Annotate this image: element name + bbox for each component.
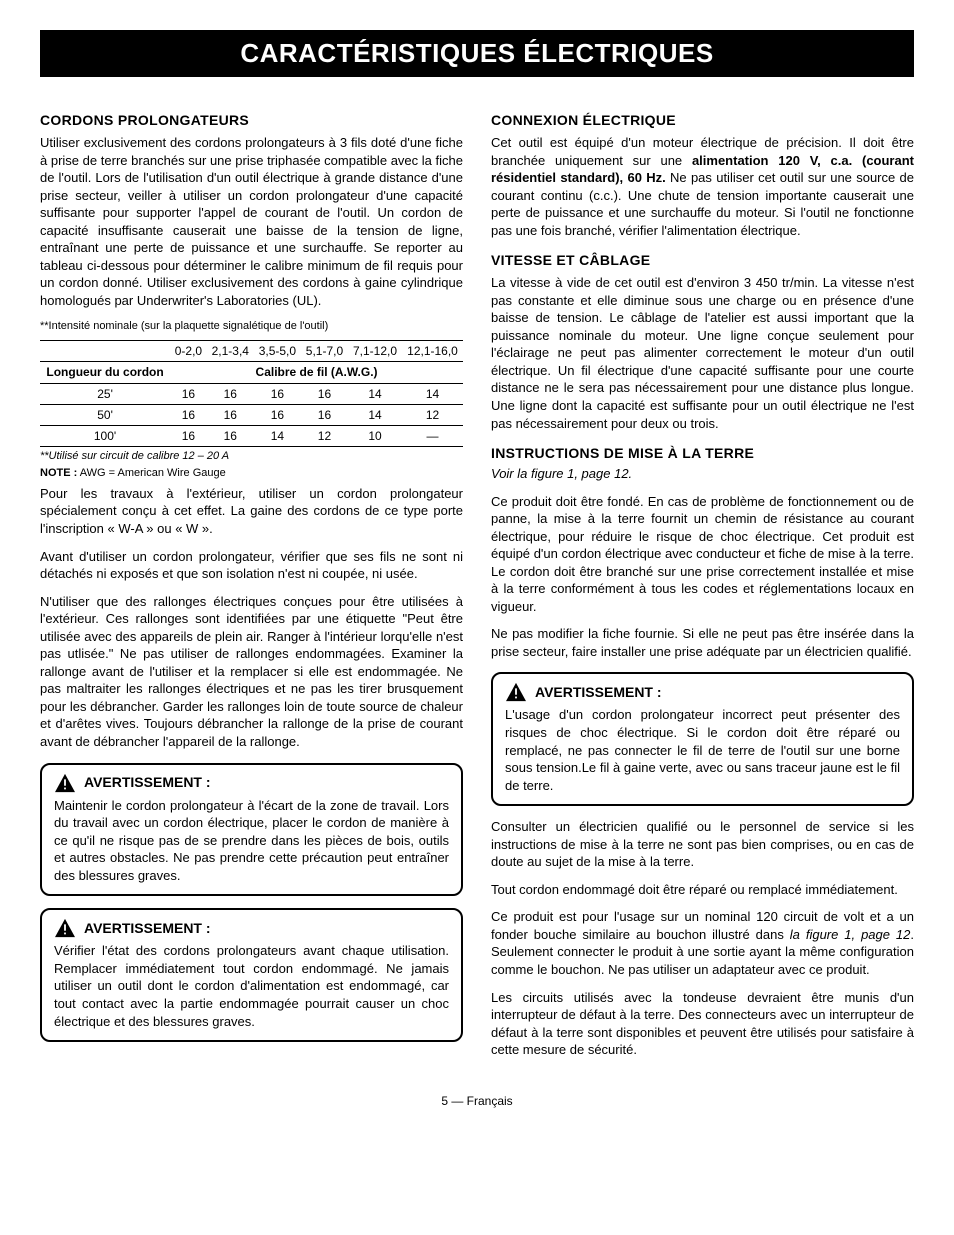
page-footer: 5 — Français	[40, 1093, 914, 1109]
warning-body-3: L'usage d'un cordon prolongateur incorre…	[505, 706, 900, 794]
warning-icon	[505, 682, 527, 702]
heading-grounding: INSTRUCTIONS DE MISE À LA TERRE	[491, 444, 914, 463]
para-cords-inspect: Avant d'utiliser un cordon prolongateur,…	[40, 548, 463, 583]
para-cords-intro: Utiliser exclusivement des cordons prolo…	[40, 134, 463, 309]
range-2: 3,5-5,0	[254, 341, 301, 362]
row-len-1: 50'	[40, 404, 170, 425]
page-title: CARACTÉRISTIQUES ÉLECTRIQUES	[40, 30, 914, 77]
warning-body-1: Maintenir le cordon prolongateur à l'éca…	[54, 797, 449, 885]
range-0: 0-2,0	[170, 341, 207, 362]
heading-speed-wiring: VITESSE ET CÂBLAGE	[491, 251, 914, 270]
para-connection: Cet outil est équipé d'un moteur électri…	[491, 134, 914, 239]
warning-box-2: AVERTISSEMENT : Vérifier l'état des cord…	[40, 908, 463, 1042]
para-ground-6: Les circuits utilisés avec la tondeuse d…	[491, 989, 914, 1059]
heading-extension-cords: CORDONS PROLONGATEURS	[40, 111, 463, 130]
table-caption: **Intensité nominale (sur la plaquette s…	[40, 319, 463, 334]
row-len-2: 100'	[40, 426, 170, 447]
heading-electrical-connection: CONNEXION ÉLECTRIQUE	[491, 111, 914, 130]
wire-gauge-table: 0-2,0 2,1-3,4 3,5-5,0 5,1-7,0 7,1-12,0 1…	[40, 340, 463, 447]
warning-box-1: AVERTISSEMENT : Maintenir le cordon prol…	[40, 763, 463, 897]
table-footnote-2: NOTE : AWG = American Wire Gauge	[40, 466, 463, 481]
range-5: 12,1-16,0	[402, 341, 463, 362]
range-4: 7,1-12,0	[348, 341, 402, 362]
para-cords-outdoor: Pour les travaux à l'extérieur, utiliser…	[40, 485, 463, 538]
table-footnote-1: **Utilisé sur circuit de calibre 12 – 20…	[40, 449, 463, 464]
warning-box-3: AVERTISSEMENT : L'usage d'un cordon prol…	[491, 672, 914, 806]
para-cords-outdoor2: N'utiliser que des rallonges électriques…	[40, 593, 463, 751]
para-ground-4: Tout cordon endommagé doit être réparé o…	[491, 881, 914, 899]
para-ground-3: Consulter un électricien qualifié ou le …	[491, 818, 914, 871]
para-speed: La vitesse à vide de cet outil est d'env…	[491, 274, 914, 432]
row-len-0: 25'	[40, 383, 170, 404]
warning-icon	[54, 773, 76, 793]
para-ground-5: Ce produit est pour l'usage sur un nomin…	[491, 908, 914, 978]
right-column: CONNEXION ÉLECTRIQUE Cet outil est équip…	[491, 99, 914, 1069]
range-1: 2,1-3,4	[207, 341, 254, 362]
col-head-gauge: Calibre de fil (A.W.G.)	[170, 362, 463, 383]
warning-title-3: AVERTISSEMENT :	[535, 683, 662, 702]
col-head-length: Longueur du cordon	[40, 362, 170, 383]
para-ground-1: Ce produit doit être fondé. En cas de pr…	[491, 493, 914, 616]
para-ground-2: Ne pas modifier la fiche fournie. Si ell…	[491, 625, 914, 660]
left-column: CORDONS PROLONGATEURS Utiliser exclusive…	[40, 99, 463, 1069]
content-columns: CORDONS PROLONGATEURS Utiliser exclusive…	[40, 99, 914, 1069]
range-3: 5,1-7,0	[301, 341, 348, 362]
warning-icon	[54, 918, 76, 938]
para-ground-figure-ref: Voir la figure 1, page 12.	[491, 465, 914, 483]
warning-body-2: Vérifier l'état des cordons prolongateur…	[54, 942, 449, 1030]
warning-title-2: AVERTISSEMENT :	[84, 919, 211, 938]
warning-title-1: AVERTISSEMENT :	[84, 773, 211, 792]
